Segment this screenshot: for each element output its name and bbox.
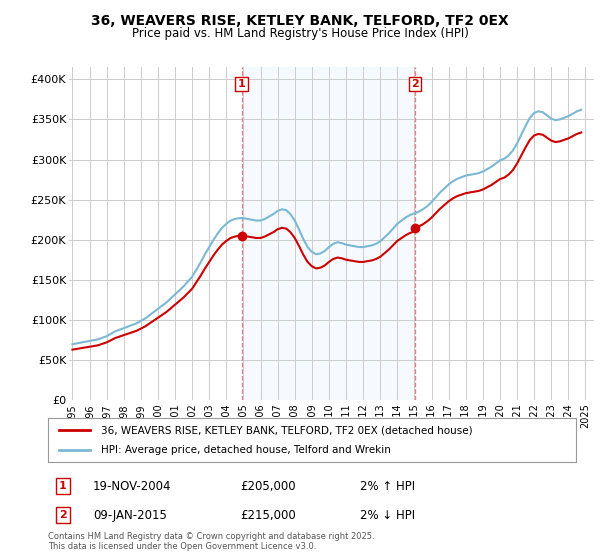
Text: 19-NOV-2004: 19-NOV-2004 <box>93 479 172 493</box>
Text: 2% ↓ HPI: 2% ↓ HPI <box>360 508 415 522</box>
Text: 1: 1 <box>59 481 67 491</box>
Text: Price paid vs. HM Land Registry's House Price Index (HPI): Price paid vs. HM Land Registry's House … <box>131 27 469 40</box>
Text: 36, WEAVERS RISE, KETLEY BANK, TELFORD, TF2 0EX: 36, WEAVERS RISE, KETLEY BANK, TELFORD, … <box>91 14 509 28</box>
Text: 1: 1 <box>238 79 245 89</box>
Text: 2% ↑ HPI: 2% ↑ HPI <box>360 479 415 493</box>
Text: 36, WEAVERS RISE, KETLEY BANK, TELFORD, TF2 0EX (detached house): 36, WEAVERS RISE, KETLEY BANK, TELFORD, … <box>101 425 472 435</box>
Bar <box>242 67 415 400</box>
Text: £215,000: £215,000 <box>240 508 296 522</box>
Text: 2: 2 <box>59 510 67 520</box>
Text: HPI: Average price, detached house, Telford and Wrekin: HPI: Average price, detached house, Telf… <box>101 445 391 455</box>
Text: 09-JAN-2015: 09-JAN-2015 <box>93 508 167 522</box>
Text: Contains HM Land Registry data © Crown copyright and database right 2025.
This d: Contains HM Land Registry data © Crown c… <box>48 531 374 551</box>
Text: £205,000: £205,000 <box>240 479 296 493</box>
Text: 2: 2 <box>411 79 419 89</box>
